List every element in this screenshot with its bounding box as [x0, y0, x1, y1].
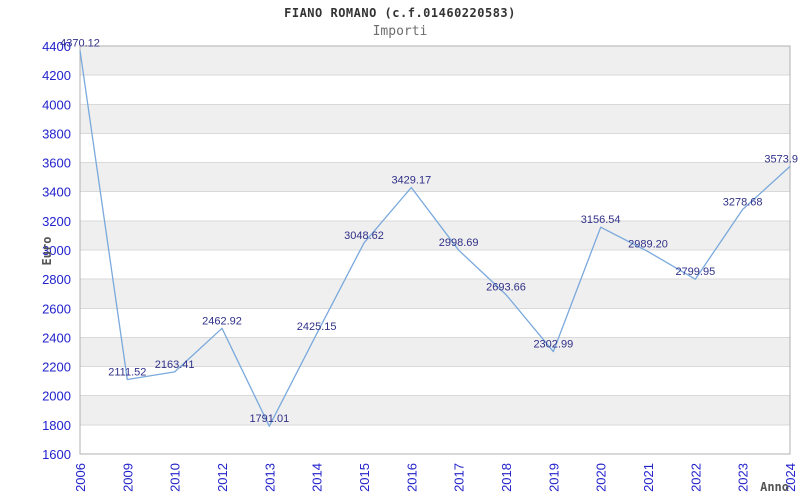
data-point-label: 2425.15: [297, 321, 337, 333]
x-tick-label: 2012: [215, 463, 230, 492]
plot-band: [80, 162, 790, 192]
data-point-label: 1791.01: [249, 413, 289, 425]
data-point-label: 2998.69: [439, 237, 479, 249]
y-axis-title: Euro: [40, 236, 54, 266]
x-tick-label: 2020: [594, 463, 609, 492]
data-point-label: 2462.92: [202, 315, 242, 327]
y-tick-label: 3600: [42, 156, 71, 171]
data-point-label: 2693.66: [486, 282, 526, 294]
x-tick-label: 2013: [262, 463, 277, 492]
data-point-label: 3156.54: [581, 214, 621, 226]
data-point-label: 2163.41: [155, 359, 195, 371]
x-tick-label: 2024: [783, 463, 798, 492]
y-tick-label: 3200: [42, 214, 71, 229]
y-tick-label: 2400: [42, 330, 71, 345]
y-tick-label: 1600: [42, 447, 71, 462]
x-tick-label: 2023: [736, 463, 751, 492]
series-line: [79, 50, 791, 427]
y-tick-label: 2200: [42, 360, 71, 375]
data-point-label: 3048.62: [344, 230, 384, 242]
x-tick-label: 2016: [404, 463, 419, 492]
data-point-label: 3573.9: [764, 153, 798, 165]
data-point-label: 2799.95: [675, 266, 715, 278]
plot-band: [80, 279, 790, 309]
y-tick-label: 2600: [42, 301, 71, 316]
x-tick-label: 2015: [357, 463, 372, 492]
x-tick-label: 2022: [688, 463, 703, 492]
y-tick-label: 3000: [42, 243, 71, 258]
plot-border: [79, 45, 791, 455]
x-tick-label: 2021: [641, 463, 656, 492]
x-tick-label: 2014: [310, 463, 325, 492]
plot-band: [80, 337, 790, 367]
data-point-label: 4370.12: [60, 37, 100, 49]
x-axis-title: Anno: [760, 480, 789, 494]
y-tick-label: 3800: [42, 126, 71, 141]
chart-title: FIANO ROMANO (c.f.01460220583): [284, 6, 516, 20]
data-point-label: 2111.52: [108, 366, 146, 378]
plot-band: [80, 395, 790, 425]
data-point-label: 2989.20: [628, 239, 668, 251]
plot-band: [80, 220, 790, 250]
x-tick-label: 2019: [546, 463, 561, 492]
y-tick-label: 3400: [42, 185, 71, 200]
y-tick-label: 1800: [42, 418, 71, 433]
y-tick-label: 4000: [42, 97, 71, 112]
data-point-label: 3278.68: [723, 196, 763, 208]
y-tick-label: 2000: [42, 389, 71, 404]
y-tick-label: 4200: [42, 68, 71, 83]
y-tick-label: 4400: [42, 39, 71, 54]
data-point-label: 3429.17: [391, 174, 431, 186]
x-tick-label: 2018: [499, 463, 514, 492]
x-tick-label: 2009: [120, 463, 135, 492]
plot-band: [80, 104, 790, 134]
x-tick-label: 2006: [73, 463, 88, 492]
data-point-label: 2302.99: [533, 339, 573, 351]
chart-subtitle: Importi: [372, 24, 428, 39]
x-tick-label: 2017: [452, 463, 467, 492]
plot-band: [80, 46, 790, 76]
x-tick-label: 2010: [168, 463, 183, 492]
y-tick-label: 2800: [42, 272, 71, 287]
